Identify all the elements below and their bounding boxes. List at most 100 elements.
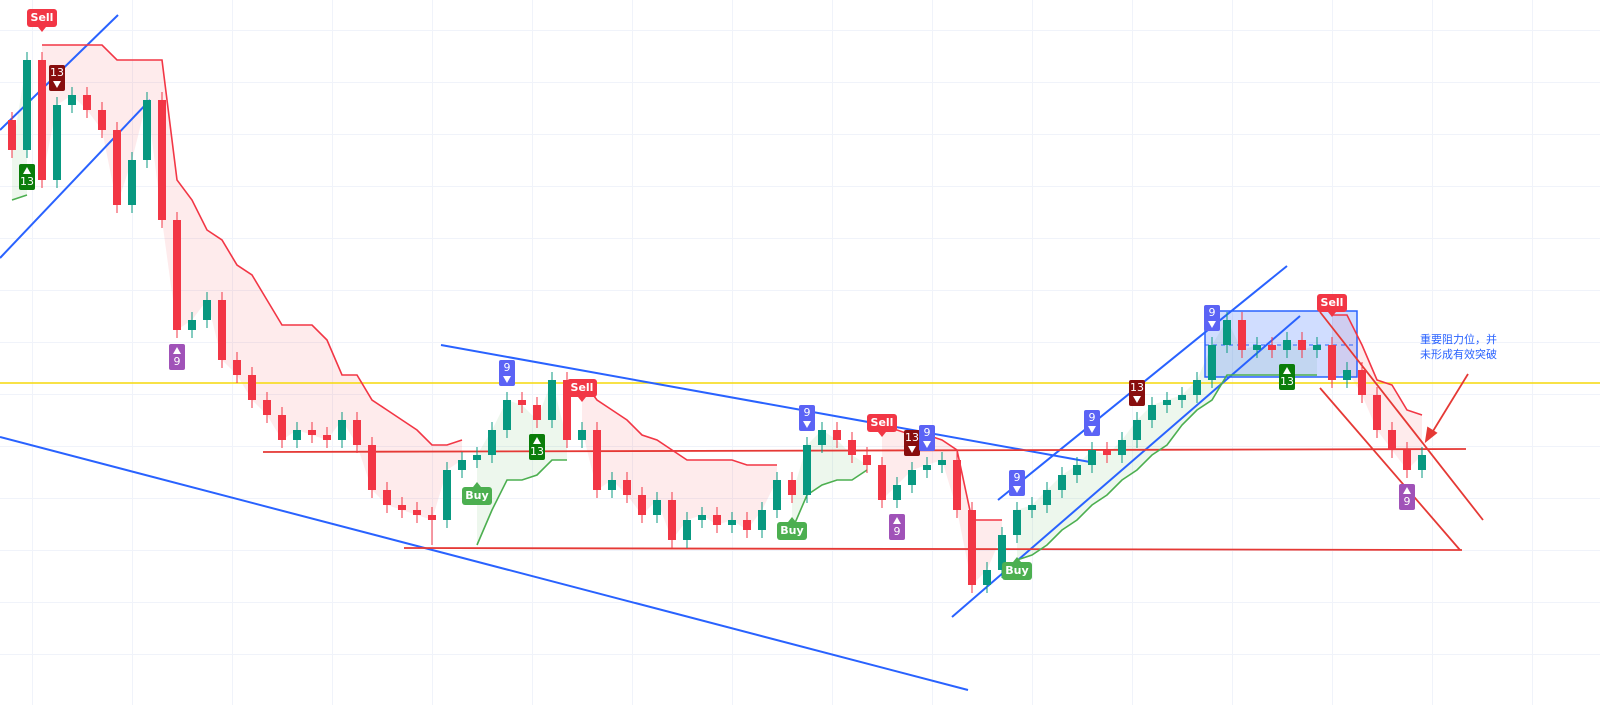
count-label: 13 — [529, 434, 545, 460]
candle-body — [938, 460, 946, 465]
count-text: 9 — [894, 525, 901, 538]
candle-body — [1298, 340, 1306, 350]
count-arrow — [53, 81, 61, 88]
signal-text: Buy — [780, 524, 803, 537]
count-text: 13 — [50, 66, 64, 79]
signal-label: Buy — [1002, 557, 1032, 580]
candle-body — [743, 520, 751, 530]
count-label: 9 — [1399, 484, 1415, 510]
blue-trendlines — [0, 14, 1301, 691]
candle-body — [758, 510, 766, 530]
candle-body — [1103, 450, 1111, 455]
candle-body — [1148, 405, 1156, 420]
candle-body — [428, 515, 436, 520]
count-label: 9 — [919, 425, 935, 451]
candle-body — [1418, 455, 1426, 470]
candle-body — [293, 430, 301, 440]
count-box — [499, 360, 515, 386]
candle-body — [128, 160, 136, 205]
count-text: 9 — [924, 426, 931, 439]
candle-body — [263, 400, 271, 415]
candle-body — [488, 430, 496, 455]
candle-body — [1073, 465, 1081, 475]
count-text: 9 — [804, 406, 811, 419]
candle-body — [698, 515, 706, 520]
signal-box — [27, 9, 57, 27]
candle-body — [368, 445, 376, 490]
count-label: 9 — [499, 360, 515, 386]
signal-text: Sell — [571, 381, 594, 394]
annotation: 重要阻力位，并 — [1420, 332, 1497, 346]
signal-box — [462, 487, 492, 505]
candle-body — [953, 460, 961, 510]
count-box — [169, 344, 185, 370]
count-label: 13 — [19, 164, 35, 190]
candle-body — [1088, 450, 1096, 465]
candle-body — [788, 480, 796, 495]
candle-body — [1208, 345, 1216, 380]
signal-pin — [578, 397, 586, 402]
supertrend-line — [11, 194, 1317, 561]
signal-box — [567, 379, 597, 397]
candle-body — [878, 465, 886, 500]
count-box — [1279, 364, 1295, 390]
candle-body — [323, 435, 331, 440]
candle-body — [713, 515, 721, 525]
count-arrow — [1133, 396, 1141, 403]
signal-box — [777, 522, 807, 540]
candle-body — [593, 430, 601, 490]
candle-body — [923, 465, 931, 470]
candle-body — [668, 500, 676, 540]
signal-text: Buy — [465, 489, 488, 502]
candle-body — [818, 430, 826, 445]
candle-body — [1388, 430, 1396, 450]
candle-body — [638, 495, 646, 515]
count-text: 13 — [1280, 375, 1294, 388]
candle-body — [803, 445, 811, 495]
candle-body — [158, 100, 166, 220]
candle-body — [1253, 345, 1261, 350]
count-box — [799, 405, 815, 431]
candle-body — [383, 490, 391, 505]
candle-body — [1178, 395, 1186, 400]
count-box — [529, 434, 545, 460]
candle-body — [1163, 400, 1171, 405]
signal-pin — [878, 432, 886, 437]
candle-body — [578, 430, 586, 440]
candle-body — [1238, 320, 1246, 350]
signal-label: Buy — [777, 517, 807, 540]
candle-body — [1028, 505, 1036, 510]
signal-pin — [788, 517, 796, 522]
candle-body — [863, 455, 871, 465]
candle-body — [218, 300, 226, 360]
count-label: 13 — [1129, 380, 1145, 406]
candle-body — [848, 440, 856, 455]
count-label: 9 — [799, 405, 815, 431]
candle-body — [1013, 510, 1021, 535]
candle-body — [548, 380, 556, 420]
count-arrow — [1088, 426, 1096, 433]
candle-body — [398, 505, 406, 510]
count-arrow — [23, 167, 31, 174]
red-lines — [262, 311, 1484, 551]
signal-text: Sell — [871, 416, 894, 429]
candle-body — [1058, 475, 1066, 490]
count-box — [1129, 380, 1145, 406]
count-box — [1204, 305, 1220, 331]
count-box — [1399, 484, 1415, 510]
candle-body — [1403, 450, 1411, 470]
candle-body — [353, 420, 361, 445]
signal-label: Sell — [1317, 294, 1347, 317]
count-box — [49, 65, 65, 91]
supertrend-line — [42, 44, 1423, 521]
candle-body — [68, 95, 76, 105]
candle-body — [1328, 345, 1336, 380]
candle-body — [38, 60, 46, 180]
annotation: 未形成有效突破 — [1420, 347, 1497, 361]
candle-body — [1043, 490, 1051, 505]
count-arrow — [893, 517, 901, 524]
candle-body — [518, 400, 526, 405]
signal-text: Buy — [1005, 564, 1028, 577]
signal-box — [1317, 294, 1347, 312]
signal-label: Buy — [462, 482, 492, 505]
